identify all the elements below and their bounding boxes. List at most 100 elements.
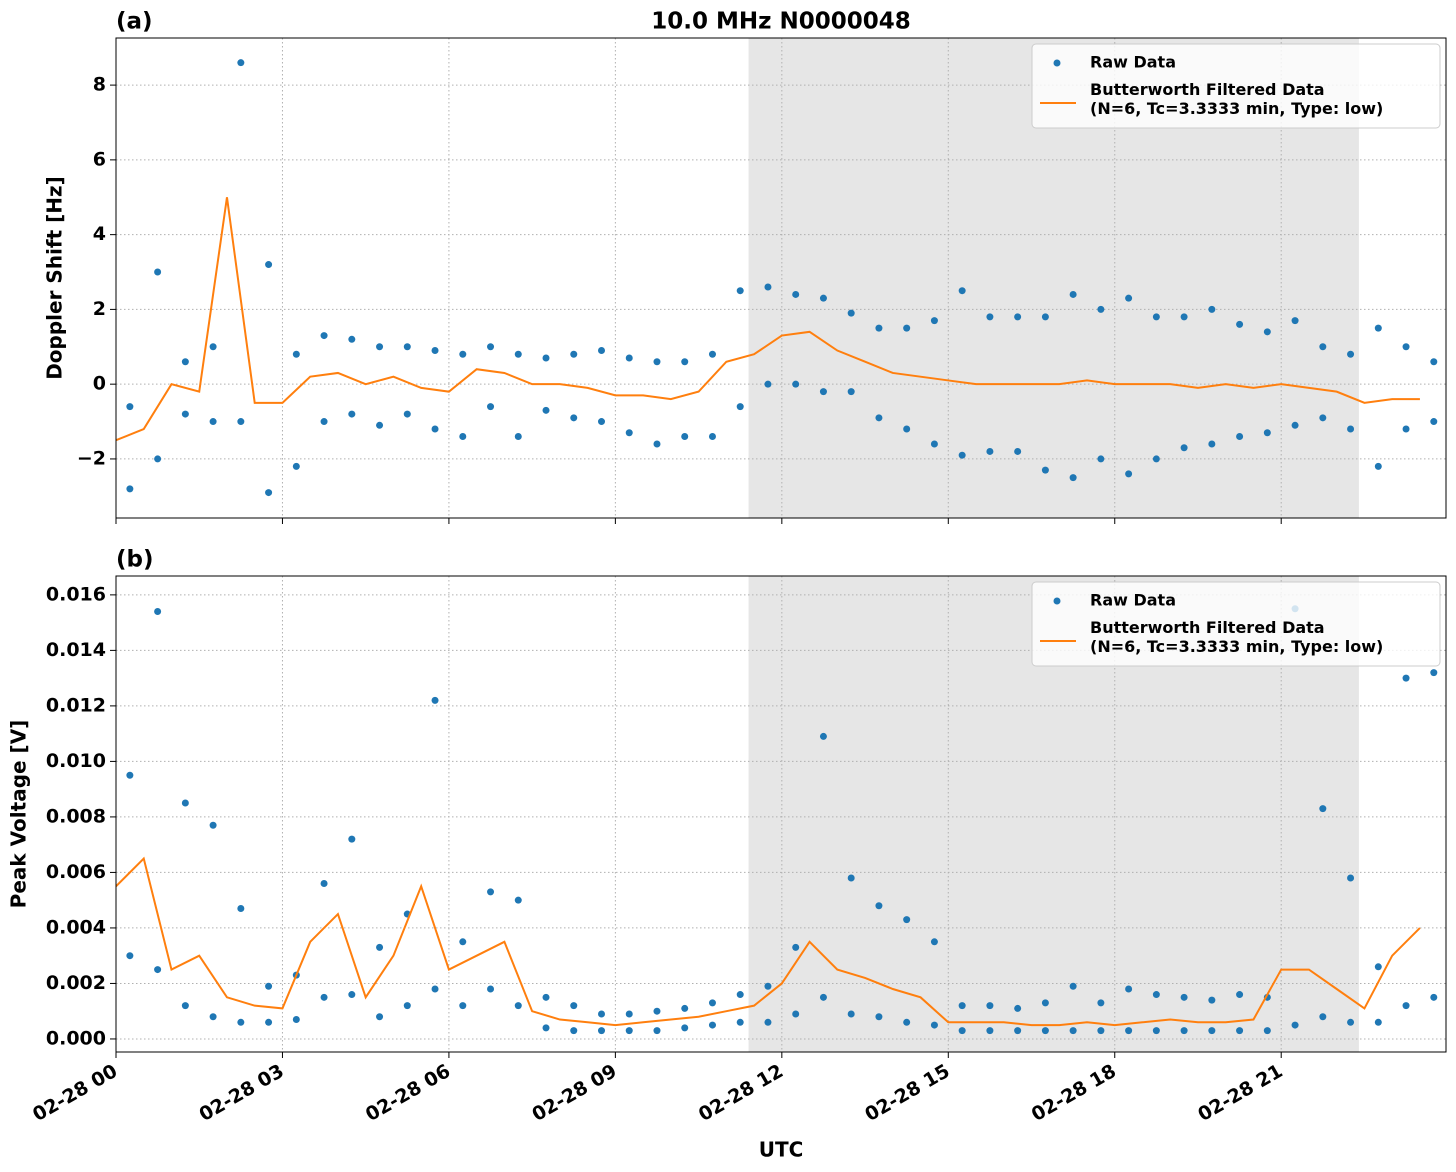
raw-point xyxy=(1319,343,1327,351)
raw-point xyxy=(736,1018,744,1026)
raw-point xyxy=(625,1027,633,1035)
raw-point xyxy=(736,287,744,295)
y-axis-label: Peak Voltage [V] xyxy=(7,720,31,909)
raw-point xyxy=(875,1013,883,1021)
raw-point xyxy=(431,347,439,355)
raw-point xyxy=(209,418,217,426)
raw-point xyxy=(847,309,855,317)
raw-point xyxy=(1125,985,1133,993)
raw-point xyxy=(570,1002,578,1010)
raw-point xyxy=(209,1013,217,1021)
raw-point xyxy=(181,358,189,366)
raw-point xyxy=(320,418,328,426)
raw-point xyxy=(847,1010,855,1018)
raw-point xyxy=(1208,1027,1216,1035)
raw-point xyxy=(320,993,328,1001)
raw-point xyxy=(792,1010,800,1018)
raw-point xyxy=(1097,455,1105,463)
y-tick-label: 6 xyxy=(93,148,106,170)
axes-frame xyxy=(115,37,1447,519)
raw-point xyxy=(653,1007,661,1015)
raw-point xyxy=(237,59,245,67)
raw-point xyxy=(1125,294,1133,302)
raw-point xyxy=(1319,1013,1327,1021)
raw-point xyxy=(986,447,994,455)
raw-point xyxy=(459,350,467,358)
raw-point xyxy=(292,350,300,358)
raw-point xyxy=(930,1021,938,1029)
y-tick-label: −2 xyxy=(77,447,106,469)
y-axis-label: Doppler Shift [Hz] xyxy=(43,176,67,380)
raw-point xyxy=(1069,982,1077,990)
raw-point xyxy=(487,888,495,896)
legend: Raw Data Butterworth Filtered Data (N=6, T… xyxy=(1031,43,1441,129)
raw-point xyxy=(348,835,356,843)
raw-point xyxy=(708,433,716,441)
legend: Raw Data Butterworth Filtered Data (N=6, T… xyxy=(1031,581,1441,667)
legend-marker xyxy=(1053,597,1061,605)
raw-point xyxy=(1152,455,1160,463)
raw-point xyxy=(1152,1027,1160,1035)
raw-point xyxy=(181,1002,189,1010)
raw-point xyxy=(875,414,883,422)
raw-point xyxy=(1069,1027,1077,1035)
raw-point xyxy=(1430,669,1438,677)
raw-point xyxy=(1347,425,1355,433)
raw-point xyxy=(487,985,495,993)
raw-point xyxy=(570,350,578,358)
raw-point xyxy=(570,1027,578,1035)
x-tick-label: 02-28 09 xyxy=(528,1060,620,1126)
raw-point xyxy=(653,358,661,366)
raw-point xyxy=(1291,317,1299,325)
raw-point xyxy=(681,1004,689,1012)
raw-point xyxy=(1014,313,1022,321)
raw-point xyxy=(570,414,578,422)
raw-point xyxy=(736,403,744,411)
raw-point xyxy=(1041,1027,1049,1035)
raw-point xyxy=(903,425,911,433)
raw-point xyxy=(403,410,411,418)
panel-label: (b) xyxy=(116,547,154,573)
raw-point xyxy=(708,1021,716,1029)
y-tick-label: 0.000 xyxy=(46,1027,106,1049)
raw-point xyxy=(1430,418,1438,426)
raw-point xyxy=(598,1010,606,1018)
raw-point xyxy=(958,1027,966,1035)
raw-point xyxy=(1402,674,1410,682)
raw-point xyxy=(514,896,522,904)
raw-point xyxy=(154,268,162,276)
raw-point xyxy=(681,358,689,366)
raw-point xyxy=(348,335,356,343)
raw-point xyxy=(1014,1027,1022,1035)
raw-point xyxy=(292,1016,300,1024)
raw-point xyxy=(1014,447,1022,455)
raw-point xyxy=(708,999,716,1007)
raw-point xyxy=(487,403,495,411)
raw-point xyxy=(514,1002,522,1010)
raw-point xyxy=(459,433,467,441)
raw-point xyxy=(376,421,384,429)
raw-point xyxy=(1014,1004,1022,1012)
raw-point xyxy=(1430,993,1438,1001)
raw-point xyxy=(1236,1027,1244,1035)
raw-point xyxy=(1097,305,1105,313)
raw-point xyxy=(376,343,384,351)
raw-point xyxy=(292,462,300,470)
raw-point xyxy=(1263,1027,1271,1035)
y-tick-label: 0.014 xyxy=(46,639,106,661)
raw-point xyxy=(126,771,134,779)
raw-point xyxy=(903,324,911,332)
raw-point xyxy=(847,388,855,396)
legend-marker xyxy=(1053,59,1061,67)
raw-point xyxy=(154,966,162,974)
raw-point xyxy=(792,290,800,298)
raw-point xyxy=(958,451,966,459)
raw-point xyxy=(1319,414,1327,422)
raw-point xyxy=(1180,444,1188,452)
raw-point xyxy=(1180,313,1188,321)
raw-point xyxy=(653,440,661,448)
raw-point xyxy=(1263,429,1271,437)
raw-point xyxy=(764,982,772,990)
raw-point xyxy=(126,952,134,960)
